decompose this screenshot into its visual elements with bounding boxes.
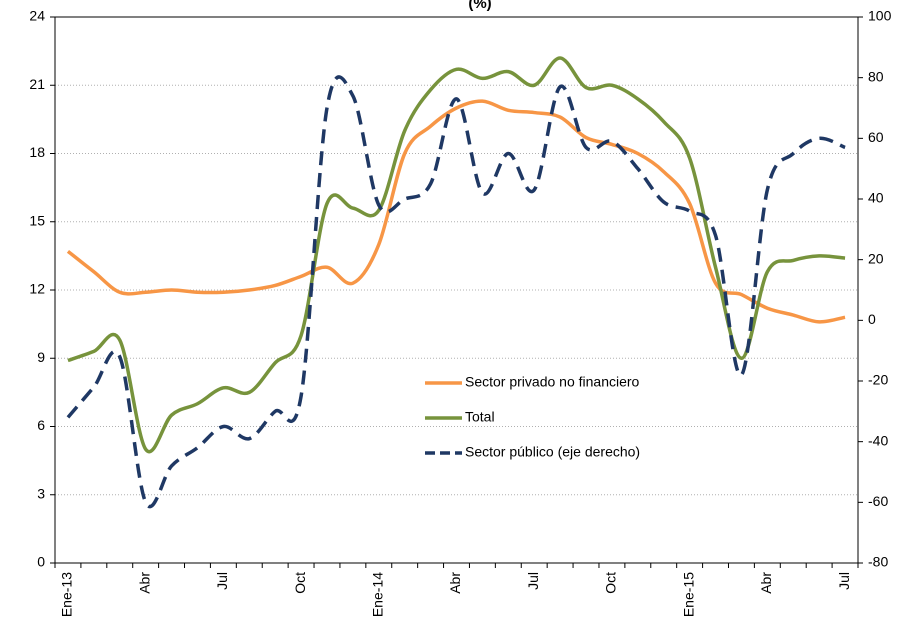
y2-tick-label: -60 — [868, 493, 888, 509]
x-tick-label: Oct — [292, 572, 308, 594]
chart-title: (%) — [468, 0, 491, 12]
x-tick-label: Oct — [603, 572, 619, 594]
y2-tick-label: 100 — [868, 8, 892, 24]
y-tick-label: 12 — [29, 281, 45, 297]
x-tick-label: Jul — [525, 572, 541, 590]
series-line — [67, 56, 846, 454]
x-tick-label: Jul — [836, 572, 852, 590]
x-tick-label: Abr — [136, 572, 152, 594]
y2-tick-label: -80 — [868, 554, 888, 570]
y-tick-label: 3 — [37, 485, 45, 501]
plot-frame — [54, 16, 859, 564]
y-tick-label: 24 — [29, 8, 45, 24]
series-line — [66, 99, 846, 324]
x-tick-label: Abr — [447, 572, 463, 594]
series-line — [66, 75, 846, 508]
y-tick-label: 15 — [29, 212, 45, 228]
y-tick-label: 9 — [37, 349, 45, 365]
y-tick-label: 21 — [29, 76, 45, 92]
x-tick-label: Jul — [214, 572, 230, 590]
legend-label: Sector privado no financiero — [465, 374, 640, 390]
x-tick-label: Ene-14 — [369, 572, 385, 617]
y2-tick-label: 20 — [868, 250, 884, 266]
x-tick-label: Ene-15 — [680, 572, 696, 617]
y-tick-label: 0 — [37, 554, 45, 570]
y-tick-label: 18 — [29, 144, 45, 160]
legend-label: Total — [465, 409, 495, 425]
y-tick-label: 6 — [37, 417, 45, 433]
y2-tick-label: -20 — [868, 372, 888, 388]
y2-tick-label: 80 — [868, 68, 884, 84]
y2-tick-label: 40 — [868, 190, 884, 206]
y2-tick-label: 60 — [868, 129, 884, 145]
y2-tick-label: 0 — [868, 311, 876, 327]
legend-label: Sector público (eje derecho) — [465, 444, 640, 460]
x-tick-label: Abr — [758, 572, 774, 594]
x-tick-label: Ene-13 — [59, 572, 75, 617]
y2-tick-label: -40 — [868, 432, 888, 448]
